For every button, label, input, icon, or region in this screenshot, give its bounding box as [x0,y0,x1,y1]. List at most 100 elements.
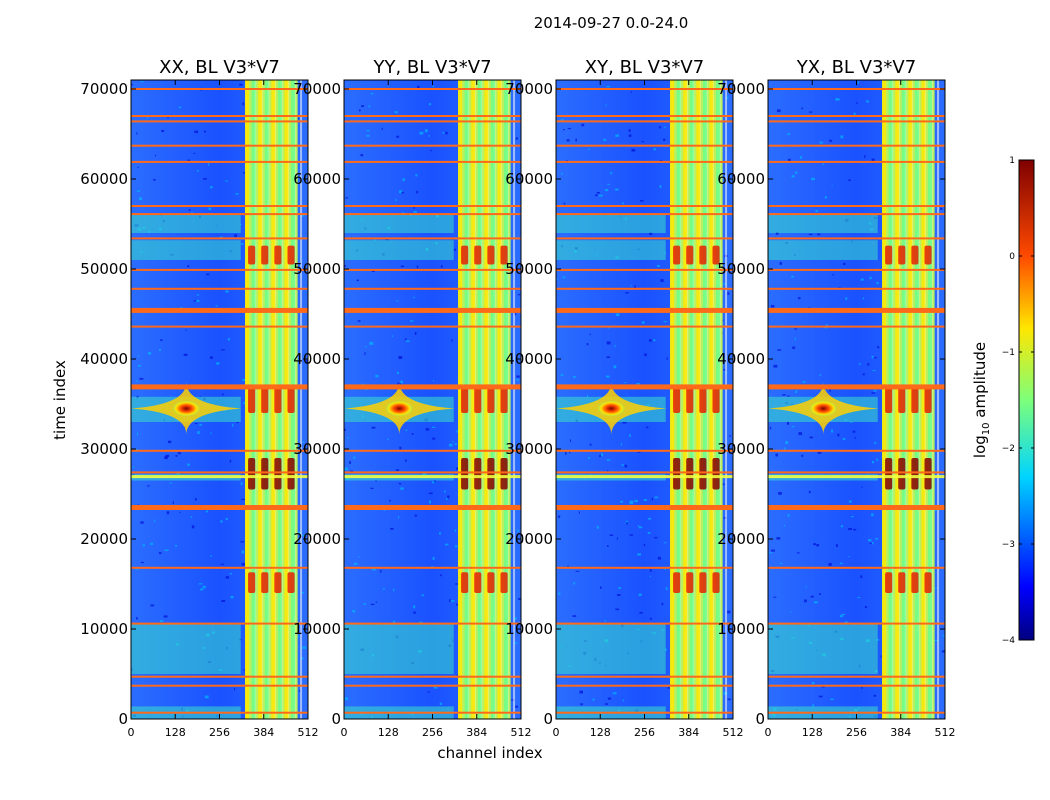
heatmap-noise [454,545,458,548]
heatmap-noise [601,453,603,457]
heatmap-noise [637,525,640,527]
heatmap-noise [729,435,731,437]
heatmap-noise [560,374,564,376]
heatmap-noise [722,283,727,285]
heatmap-hot-region [699,387,707,413]
heatmap-noise [349,461,351,464]
panel-4: YX, BL V3*V7 0 10000 20000 30000 40000 50000 60… [717,57,955,739]
heatmap-noise [854,437,856,439]
heatmap-noise [606,85,610,88]
heatmap-noise [605,703,609,705]
heatmap-noise [579,690,584,694]
heatmap-noise [302,441,305,443]
flagged-row [344,505,521,510]
heatmap-noise [777,349,782,351]
heatmap-noise [639,611,643,614]
heatmap-noise [390,527,394,530]
heatmap-band [344,623,454,674]
flagged-row [768,144,945,147]
flagged-row [131,675,308,678]
heatmap-noise [722,483,725,486]
figure-title: 2014-09-27 0.0-24.0 [534,14,689,32]
heatmap-noise [229,572,233,575]
heatmap-noise [178,106,182,109]
heatmap-noise [397,516,400,519]
heatmap-noise [457,674,459,677]
heatmap-noise [629,500,634,502]
flagged-row [131,449,308,452]
y-tick-label: 70000 [505,80,553,98]
heatmap-noise [629,534,634,536]
heatmap-noise [607,697,612,700]
heatmap-hot-region [673,387,681,413]
heatmap-noise [395,469,400,471]
heatmap-hot-region [248,245,256,265]
heatmap-noise [825,324,828,327]
heatmap-hot-region [500,245,508,265]
panel-title: YX, BL V3*V7 [796,57,916,78]
heatmap-noise [224,180,228,182]
heatmap-noise [301,591,305,594]
heatmap-noise [517,294,521,296]
heatmap-noise [636,383,641,385]
heatmap-noise [828,562,832,566]
heatmap-noise [164,549,169,551]
heatmap-noise [589,333,591,336]
heatmap-noise [791,175,795,178]
heatmap-noise [415,174,418,177]
heatmap-noise [562,129,565,131]
heatmap-noise [839,615,843,618]
heatmap-hot-region [885,572,893,593]
heatmap-noise [606,459,611,461]
flagged-row [768,237,945,240]
heatmap-noise [589,443,592,446]
heatmap-noise [136,617,138,620]
heatmap-noise [581,123,585,127]
y-tick-label: 40000 [505,350,553,368]
y-tick-label: 20000 [293,530,341,548]
heatmap-noise [864,155,866,159]
heatmap-noise [140,81,144,83]
heatmap-bright-row [131,475,308,479]
y-tick-label: 40000 [717,350,765,368]
flagged-row [768,115,945,117]
colorbar: −4 −3 −2 −1 0 1 [1002,156,1035,646]
x-axis-label: channel index [437,744,542,762]
heatmap-noise [607,183,610,185]
heatmap-hot-region [487,572,495,593]
heatmap-noise [430,149,432,152]
x-tick-label: 128 [165,726,186,739]
heatmap-noise [794,337,796,341]
heatmap-band [131,215,241,233]
heatmap-noise [150,604,155,607]
heatmap-noise [451,339,453,342]
heatmap-noise [413,605,416,609]
heatmap-stripe [709,80,714,719]
heatmap-noise [872,542,874,545]
flagged-row [768,325,945,328]
heatmap-noise [242,379,246,382]
heatmap-hot-region [461,458,469,490]
heatmap-noise [210,356,213,359]
heatmap-noise [659,185,662,188]
heatmap-noise [365,346,368,348]
heatmap-noise [136,432,139,436]
heatmap-noise [629,501,634,505]
heatmap-noise [663,126,666,128]
heatmap-noise [809,436,813,439]
heatmap-noise [776,537,781,540]
heatmap-noise [805,586,808,588]
heatmap-noise [165,454,170,458]
flagged-row [768,471,945,474]
colorbar-tick-label: −2 [1002,444,1015,454]
heatmap-hot-region [712,572,720,593]
heatmap-hot-region [274,387,282,413]
flagged-row [344,205,521,207]
heatmap-noise [383,509,386,511]
heatmap-noise [375,374,379,378]
flagged-row [131,471,308,474]
heatmap-noise [848,500,852,503]
heatmap-noise [608,326,610,329]
heatmap-noise [136,132,138,135]
heatmap-hot-region [287,572,295,593]
